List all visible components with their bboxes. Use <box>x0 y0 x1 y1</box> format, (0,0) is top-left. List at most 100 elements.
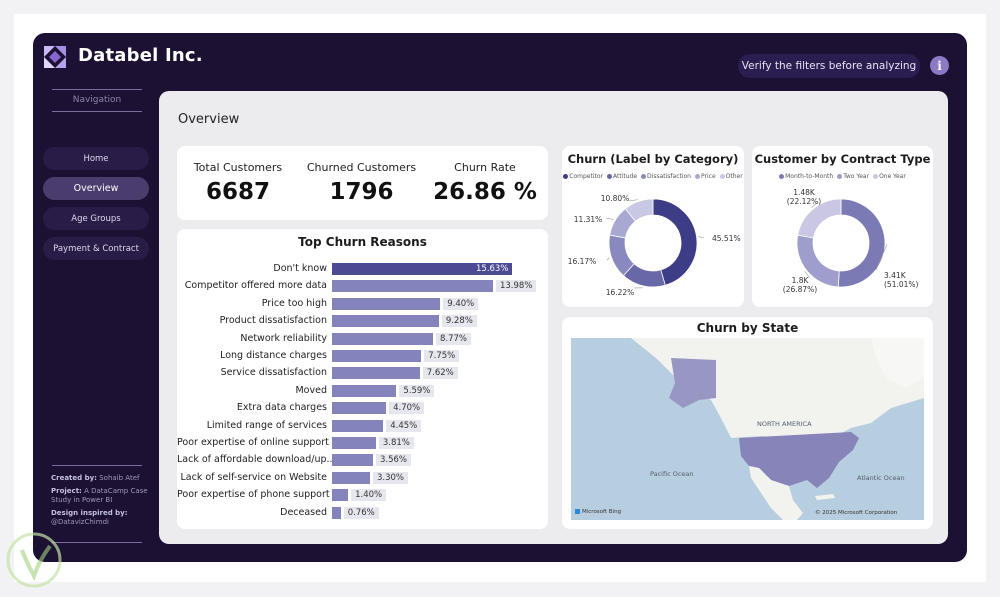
kpi-value: 6687 <box>205 179 270 205</box>
nav-overview-button[interactable]: Overview <box>43 177 149 200</box>
legend-item[interactable]: Dissatisfaction <box>641 173 691 180</box>
chart-title: Churn by State <box>696 321 799 335</box>
bar-row[interactable]: Product dissatisfaction 9.28% <box>177 314 548 328</box>
bar-value-label: 3.56% <box>375 454 411 467</box>
verify-filters-button[interactable]: Verify the filters before analyzing <box>738 54 920 78</box>
donut-data-label: (26.87%) <box>783 285 818 294</box>
legend-dot-icon <box>837 174 843 179</box>
bar[interactable] <box>332 419 384 432</box>
bar-row[interactable]: Competitor offered more data 13.98% <box>177 279 548 293</box>
leader-line <box>606 257 610 261</box>
legend-dot-icon <box>719 174 725 179</box>
bar[interactable] <box>332 367 420 380</box>
donut-slice[interactable] <box>797 198 842 239</box>
bing-icon <box>575 509 580 514</box>
legend-label: Price <box>701 173 716 180</box>
bar[interactable] <box>332 384 397 397</box>
map-copyright: © 2025 Microsoft Corporation <box>815 510 898 516</box>
bar[interactable] <box>332 332 433 345</box>
bar-row[interactable]: Network reliability 8.77% <box>177 332 548 346</box>
map-land <box>631 338 924 520</box>
leader-line <box>605 217 614 220</box>
bar-row[interactable]: Limited range of services 4.45% <box>177 419 548 433</box>
bar[interactable] <box>332 506 341 519</box>
churn-category-donut: 45.51% 16.22% 16.17% 11.31% 10.80% <box>568 194 741 297</box>
chart-title: Customer by Contract Type <box>754 152 931 166</box>
contract-type-card: Customer by Contract Type Month-to-Month… <box>752 146 933 307</box>
nav-payment-contract-button[interactable]: Payment & Contract <box>43 237 149 260</box>
map-label-atlantic: Atlantic Ocean <box>857 474 905 482</box>
kpi-card: Total Customers 6687 Churned Customers 1… <box>177 146 548 220</box>
leader-line <box>875 244 888 271</box>
legend-item[interactable]: One Year <box>873 173 906 180</box>
legend-item[interactable]: Two Year <box>837 173 869 180</box>
bar[interactable] <box>332 280 493 293</box>
bar-row[interactable]: Service dissatisfaction 7.62% <box>177 366 548 380</box>
bar[interactable] <box>332 489 349 502</box>
bar[interactable] <box>332 315 439 328</box>
bar-row[interactable]: Poor expertise of phone support 1.40% <box>177 488 548 502</box>
chart-legend: Competitor Attitude Dissatisfaction Price Ot… <box>562 173 744 180</box>
donut-slice[interactable] <box>624 198 654 222</box>
brand-title: Databel Inc. <box>78 45 203 66</box>
legend-item[interactable]: Price <box>695 173 716 180</box>
bar-value-label: 9.28% <box>441 315 477 328</box>
credits-divider-bottom <box>52 542 142 543</box>
bar-row[interactable]: Moved 5.59% <box>177 384 548 398</box>
bar-value-label: 8.77% <box>435 332 471 345</box>
donut-data-label: 3.41K <box>884 271 907 280</box>
legend-label: Attitude <box>613 173 638 180</box>
bar-row[interactable]: Lack of affordable download/up... 3.56% <box>177 453 548 467</box>
bar[interactable] <box>332 437 376 449</box>
donut-data-label: 10.80% <box>601 194 630 203</box>
contract-type-donut: 3.41K(51.01%) 1.8K(26.87%) 1.48K(22.12%) <box>783 188 919 294</box>
project-label: Project: <box>51 486 82 495</box>
chart-legend: Month-to-Month Two Year One Year <box>752 173 933 180</box>
bar-row[interactable]: Price too high 9.40% <box>177 297 548 311</box>
legend-item[interactable]: Attitude <box>607 173 637 180</box>
legend-item[interactable]: Other <box>719 173 743 180</box>
bar-row[interactable]: Deceased 0.76% <box>177 506 548 520</box>
donut-data-label: (51.01%) <box>884 280 919 289</box>
bar-value-label: 4.45% <box>386 419 422 432</box>
bar-label: Moved <box>295 384 327 396</box>
leader-line <box>804 271 811 279</box>
bar[interactable] <box>332 402 387 415</box>
churn-map[interactable]: NORTH AMERICA Pacific Ocean Atlantic Oce… <box>571 338 924 520</box>
bar-row[interactable]: Poor expertise of online support 3.81% <box>177 436 548 450</box>
bar[interactable] <box>332 471 370 484</box>
nav-home-button[interactable]: Home <box>43 147 149 170</box>
bar-label: Extra data charges <box>236 402 327 414</box>
bar-label: Deceased <box>280 506 327 518</box>
bar-value-label: 9.40% <box>443 297 479 310</box>
design-value: @DatavizChimdi <box>51 518 109 526</box>
created-by-value: Sohaib Atef <box>99 474 140 482</box>
nav-age-groups-button[interactable]: Age Groups <box>43 207 149 230</box>
bar-row[interactable]: Don't know 15.63% <box>177 262 548 276</box>
design-label: Design inspired by: <box>51 508 128 517</box>
legend-dot-icon <box>695 174 700 179</box>
leader-line <box>811 201 819 208</box>
watermark-logo-icon <box>6 532 62 588</box>
bar-row[interactable]: Long distance charges 7.75% <box>177 349 548 363</box>
bar[interactable] <box>332 454 373 467</box>
legend-item[interactable]: Competitor <box>563 173 603 180</box>
bar-row[interactable]: Extra data charges 4.70% <box>177 401 548 415</box>
donut-slice[interactable] <box>837 198 886 288</box>
bar[interactable] <box>332 297 441 310</box>
info-button[interactable]: i <box>930 56 949 75</box>
bar-label: Service dissatisfaction <box>220 367 327 379</box>
bar[interactable] <box>332 350 422 362</box>
bar-value-label: 5.59% <box>399 384 435 397</box>
bar[interactable] <box>332 263 512 275</box>
kpi-label: Total Customers <box>193 161 283 174</box>
bar-row[interactable]: Lack of self-service on Website 3.30% <box>177 471 548 485</box>
kpi-churned-customers: Churned Customers 1796 <box>305 161 418 205</box>
bar-value-label: 7.62% <box>422 367 458 380</box>
bar-value-label: 13.98% <box>495 280 537 293</box>
bar-label: Poor expertise of online support <box>177 437 329 448</box>
credits-divider-top <box>52 465 142 466</box>
legend-item[interactable]: Month-to-Month <box>779 173 833 180</box>
legend-label: Month-to-Month <box>785 173 834 180</box>
databel-logo-icon <box>44 46 66 68</box>
